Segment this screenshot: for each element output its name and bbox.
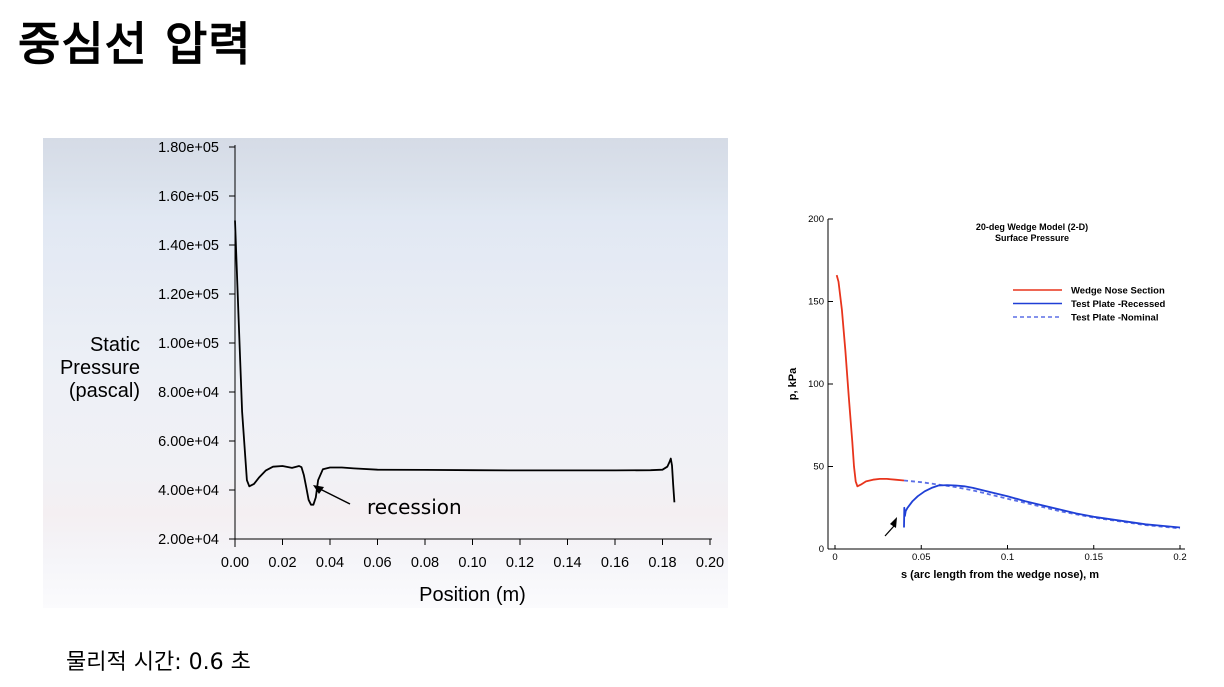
y-tick-label: 1.00e+05 [158,336,219,352]
y-tick-label: 1.80e+05 [158,140,219,156]
y-tick-label: 0 [819,544,824,555]
y-tick-label: 4.00e+04 [158,483,219,499]
series-line [835,274,905,488]
y-axis-label-line: (pascal) [69,380,140,402]
y-tick-label: 6.00e+04 [158,434,219,450]
x-tick-label: 0.12 [506,555,534,571]
recession-arrow [317,487,351,505]
y-tick-label: 100 [808,379,824,390]
physical-time-label: 물리적 시간: 0.6 초 [66,650,251,675]
series-line [903,484,1181,529]
x-axis-label: Position (m) [419,584,526,606]
y-tick-label: 1.20e+05 [158,287,219,303]
y-tick-label: 1.60e+05 [158,189,219,205]
recession-arrowhead [313,485,324,494]
legend-label: Test Plate -Recessed [1071,299,1166,310]
recess-arrow [884,525,895,537]
x-tick-label: 0 [832,552,837,563]
x-tick-label: 0.1 [1001,552,1014,563]
recession-annotation: recession [367,495,462,519]
legend-label: Wedge Nose Section [1071,286,1165,297]
x-tick-label: 0.18 [648,555,676,571]
x-tick-label: 0.16 [601,555,629,571]
x-tick-label: 0.08 [411,555,439,571]
x-tick-label: 0.2 [1173,552,1186,563]
x-tick-label: 0.20 [696,555,724,571]
y-tick-label: 50 [813,462,824,473]
slide-title: 중심선 압력 [18,17,252,71]
recess-arrowhead [890,517,897,528]
x-axis-label: s (arc length from the wedge nose), m [901,569,1099,581]
y-axis-label: p, kPa [787,367,799,400]
y-tick-label: 2.00e+04 [158,532,219,548]
x-tick-label: 0.05 [912,552,931,563]
x-tick-label: 0.02 [268,555,296,571]
y-tick-label: 150 [808,297,824,308]
x-tick-label: 0.06 [363,555,391,571]
chart-title: 20-deg Wedge Model (2-D) [976,222,1088,232]
x-tick-label: 0.15 [1085,552,1104,563]
y-tick-label: 200 [808,214,824,225]
legend-label: Test Plate -Nominal [1071,313,1158,324]
x-tick-label: 0.00 [221,555,249,571]
y-tick-label: 8.00e+04 [158,385,219,401]
chart-subtitle: Surface Pressure [995,233,1069,243]
y-tick-label: 1.40e+05 [158,238,219,254]
x-tick-label: 0.04 [316,555,344,571]
plot-background [43,138,728,608]
y-axis-label-line: Pressure [60,357,140,379]
x-tick-label: 0.10 [458,555,486,571]
x-tick-label: 0.14 [553,555,581,571]
y-axis-label-line: Static [90,334,140,356]
